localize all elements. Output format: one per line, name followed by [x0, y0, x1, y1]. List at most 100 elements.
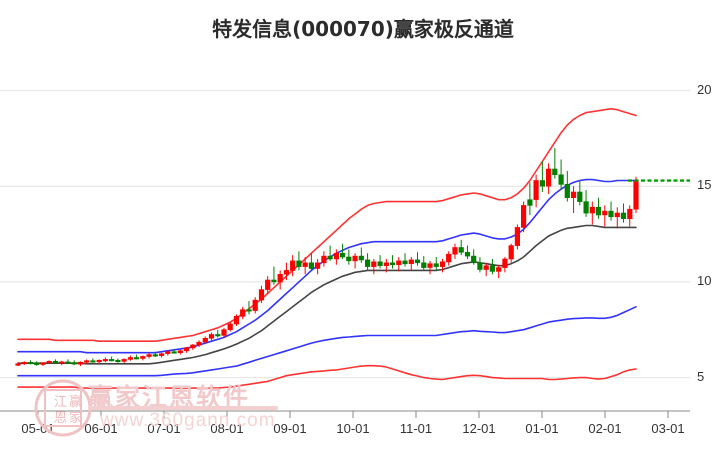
band-line-lower_red_band [17, 364, 637, 389]
candle-body [552, 168, 558, 175]
candle-body [508, 245, 514, 260]
x-axis-label: 05-01 [21, 421, 55, 436]
candle-body [583, 201, 589, 214]
candle-body [446, 253, 452, 263]
candle-body [27, 361, 34, 365]
x-axis-label: 11-01 [399, 421, 433, 436]
candle-body [314, 262, 321, 269]
watermark-url: www.360gann.com [100, 410, 276, 431]
candle-body [402, 260, 408, 265]
candle-body [477, 262, 483, 270]
candle-body [458, 247, 464, 253]
svg-text:家: 家 [69, 410, 82, 426]
svg-text:江: 江 [54, 395, 67, 410]
candle-body [352, 255, 358, 262]
candle-body [520, 205, 527, 228]
candle-body [371, 261, 377, 267]
x-axis-label: 06-01 [84, 421, 118, 436]
y-axis-label: 5 [697, 368, 705, 384]
plot-area [0, 60, 690, 412]
candle-body [134, 357, 140, 360]
x-axis-label: 10-01 [336, 421, 370, 436]
candle-body [202, 337, 208, 343]
candle-body [483, 265, 489, 270]
candle-body [109, 359, 115, 362]
candle-body [333, 252, 340, 260]
gridlines-layer [0, 90, 690, 379]
candle-body [183, 347, 190, 352]
candle-body [34, 362, 40, 366]
candle-body [102, 359, 108, 362]
watermark-seal-icon: 江 赢 恩 家 [34, 379, 92, 437]
band-line-upper_blue_band [17, 178, 637, 354]
candle-body [321, 255, 327, 264]
candle-body [140, 356, 146, 359]
x-axis-label: 03-01 [651, 421, 685, 436]
candle-body [40, 362, 46, 365]
x-axis-label: 02-01 [588, 421, 622, 436]
candle-body [570, 191, 577, 198]
x-axis-label: 12-01 [462, 421, 496, 436]
candle-body [90, 360, 96, 363]
svg-text:赢: 赢 [69, 394, 82, 410]
candle-body [620, 212, 627, 219]
candle-body [215, 334, 221, 337]
candle-body [240, 309, 246, 317]
candle-body [389, 262, 396, 266]
candle-body [496, 267, 502, 272]
candle-body [127, 357, 134, 360]
candle-body [302, 262, 308, 267]
candle-body [96, 359, 102, 363]
candle-body [146, 354, 152, 357]
x-axis-label: 07-01 [147, 421, 181, 436]
candle-body [65, 361, 71, 364]
candle-body [339, 252, 346, 258]
candle-body [396, 260, 402, 265]
candle-body [115, 359, 121, 363]
candle-body [159, 353, 165, 356]
candle-body [408, 259, 414, 264]
candle-body [165, 351, 171, 354]
candle-body [452, 247, 458, 255]
band-line-black_midline [17, 224, 637, 365]
candle-body [414, 259, 421, 264]
candle-body [421, 262, 427, 268]
candle-body [364, 259, 371, 267]
candle-body [589, 207, 595, 214]
candle-body [471, 255, 477, 264]
candle-body [190, 344, 196, 349]
candle-body [545, 168, 552, 187]
candle-body [627, 208, 633, 220]
candle-body [533, 180, 539, 200]
candle-body [71, 362, 77, 365]
candle-body [21, 361, 27, 365]
candle-body [59, 361, 65, 364]
candle-body [489, 265, 496, 272]
candle-body [121, 359, 127, 362]
price-marker-layer [628, 179, 690, 182]
candle-body [464, 252, 471, 257]
candle-body [208, 334, 215, 339]
candle-body [377, 261, 383, 266]
candle-body [84, 360, 90, 363]
candle-body [246, 309, 252, 312]
candle-body [602, 210, 608, 216]
candle-body [271, 279, 277, 283]
candle-body [539, 180, 545, 187]
candle-body [221, 329, 227, 336]
candle-body [358, 255, 364, 261]
candle-body [296, 260, 302, 267]
x-axis-label: 09-01 [273, 421, 307, 436]
candle-body [514, 227, 520, 246]
candle-body [502, 258, 508, 268]
candle-body [227, 323, 233, 330]
candle-body [265, 279, 271, 290]
candle-body [564, 184, 570, 199]
candle-body [152, 354, 158, 357]
candle-body [77, 361, 83, 365]
band-line-upper_red_band [17, 107, 637, 343]
candle-body [439, 261, 446, 267]
watermark-underline [88, 406, 278, 410]
candle-body [308, 262, 315, 269]
